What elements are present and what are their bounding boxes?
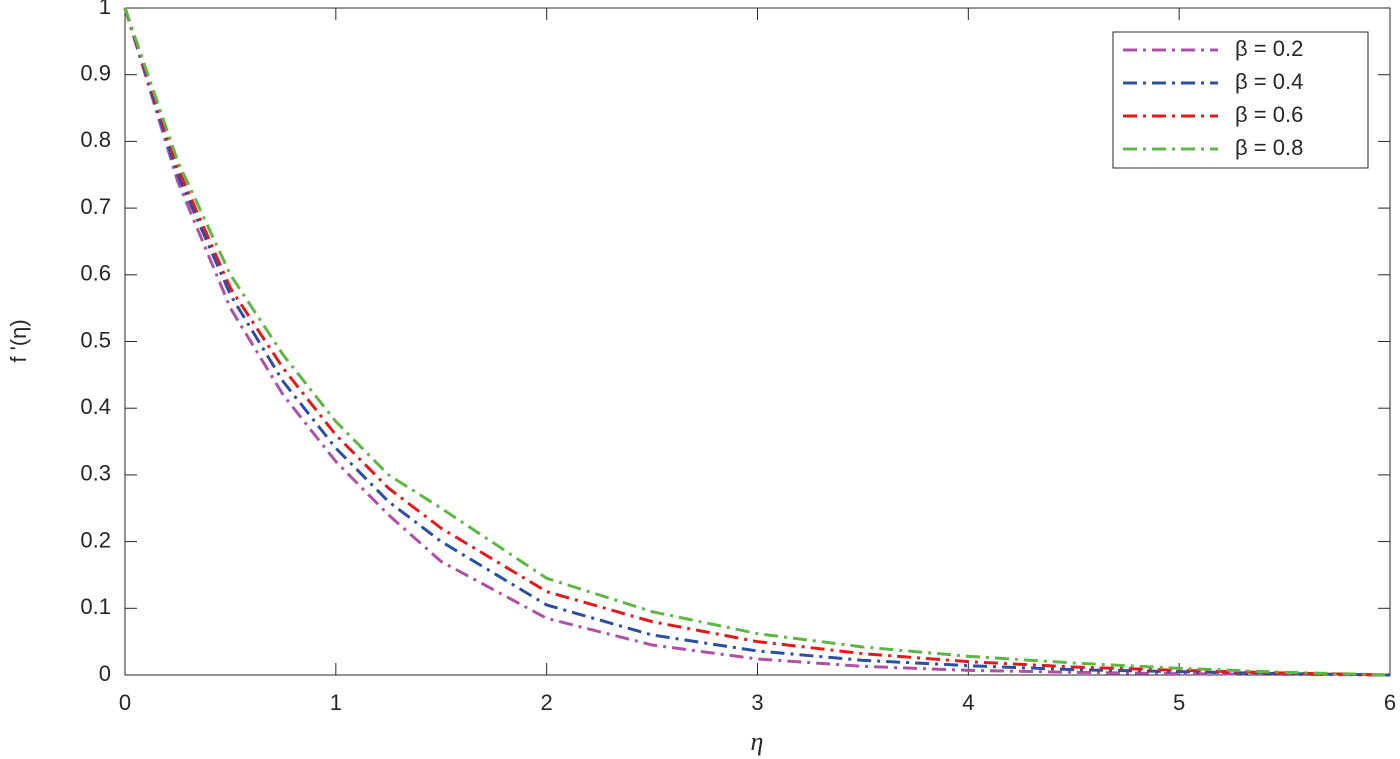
x-tick-label: 6 xyxy=(1384,690,1396,715)
y-tick-label: 0.4 xyxy=(80,394,111,419)
y-tick-label: 0.2 xyxy=(80,527,111,552)
x-tick-label: 1 xyxy=(330,690,342,715)
legend-box xyxy=(1112,31,1369,169)
x-axis-label: η xyxy=(751,727,764,756)
y-tick-label: 0 xyxy=(99,661,111,686)
series-line xyxy=(123,7,1391,677)
x-tick-label: 2 xyxy=(541,690,553,715)
legend-label: β = 0.6 xyxy=(1235,102,1303,127)
legend-label: β = 0.2 xyxy=(1235,36,1303,61)
y-tick-label: 0.3 xyxy=(80,461,111,486)
legend-label: β = 0.4 xyxy=(1235,69,1303,94)
y-tick-label: 0.5 xyxy=(80,327,111,352)
y-tick-label: 0.8 xyxy=(80,127,111,152)
y-tick-label: 0.6 xyxy=(80,261,111,286)
x-tick-label: 3 xyxy=(751,690,763,715)
legend-label: β = 0.8 xyxy=(1235,135,1303,160)
series-line xyxy=(123,7,1391,677)
x-tick-label: 4 xyxy=(962,690,974,715)
y-tick-label: 0.1 xyxy=(80,594,111,619)
y-axis-label: f '(η) xyxy=(6,319,31,362)
y-tick-label: 1 xyxy=(99,0,111,19)
x-tick-label: 0 xyxy=(119,690,131,715)
x-tick-label: 5 xyxy=(1173,690,1185,715)
y-tick-label: 0.9 xyxy=(80,61,111,86)
series-line xyxy=(123,7,1391,677)
y-tick-label: 0.7 xyxy=(80,194,111,219)
